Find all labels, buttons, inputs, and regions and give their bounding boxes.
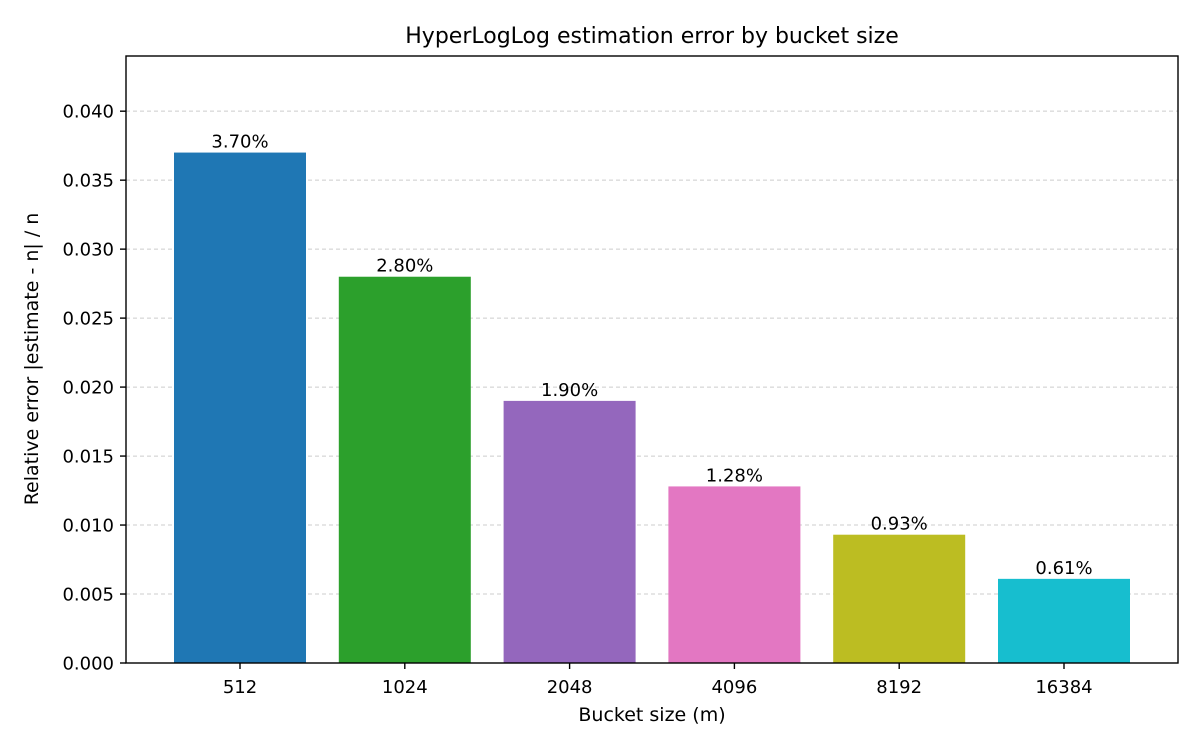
y-axis-ticks: 0.000 0.005 0.010 0.015 0.020 0.025 0.030 0.035…: [62, 102, 126, 675]
bars: [174, 152, 1130, 663]
y-axis-label: Relative error |estimate - n| / n: [21, 213, 43, 506]
bar-value-label: 1.28%: [706, 465, 763, 486]
y-tick-label: 0.010: [62, 516, 114, 537]
bar-value-label: 0.93%: [871, 514, 928, 535]
x-tick-label: 4096: [711, 677, 757, 698]
bar-value-label: 1.90%: [541, 380, 598, 401]
y-tick-label: 0.000: [62, 654, 114, 675]
chart-title: HyperLogLog estimation error by bucket s…: [405, 24, 898, 49]
bar-value-label: 2.80%: [376, 256, 433, 277]
bar-value-label: 0.61%: [1035, 558, 1092, 579]
x-tick-label: 512: [223, 677, 257, 698]
x-tick-label: 1024: [382, 677, 428, 698]
bar-2048: [503, 400, 636, 663]
y-tick-label: 0.015: [62, 447, 114, 468]
y-tick-label: 0.020: [62, 378, 114, 399]
x-tick-label: 2048: [547, 677, 593, 698]
y-tick-label: 0.040: [62, 102, 114, 123]
x-axis-ticks: 512 1024 2048 4096 8192 16384: [223, 663, 1093, 698]
bar-8192: [833, 534, 966, 663]
bar-16384: [998, 578, 1130, 663]
bar-value-label: 3.70%: [211, 132, 268, 153]
y-tick-label: 0.030: [62, 240, 114, 261]
y-tick-label: 0.025: [62, 309, 114, 330]
x-axis-label: Bucket size (m): [578, 704, 725, 726]
bar-4096: [668, 486, 801, 663]
x-tick-label: 8192: [876, 677, 922, 698]
plot-frame: [125, 55, 1179, 664]
bar-value-labels: 3.70% 2.80% 1.90% 1.28% 0.93% 0.61%: [211, 132, 1092, 579]
y-tick-label: 0.005: [62, 585, 114, 606]
y-tick-label: 0.035: [62, 171, 114, 192]
bar-1024: [338, 276, 471, 663]
bar-512: [174, 152, 306, 663]
x-tick-label: 16384: [1035, 677, 1092, 698]
